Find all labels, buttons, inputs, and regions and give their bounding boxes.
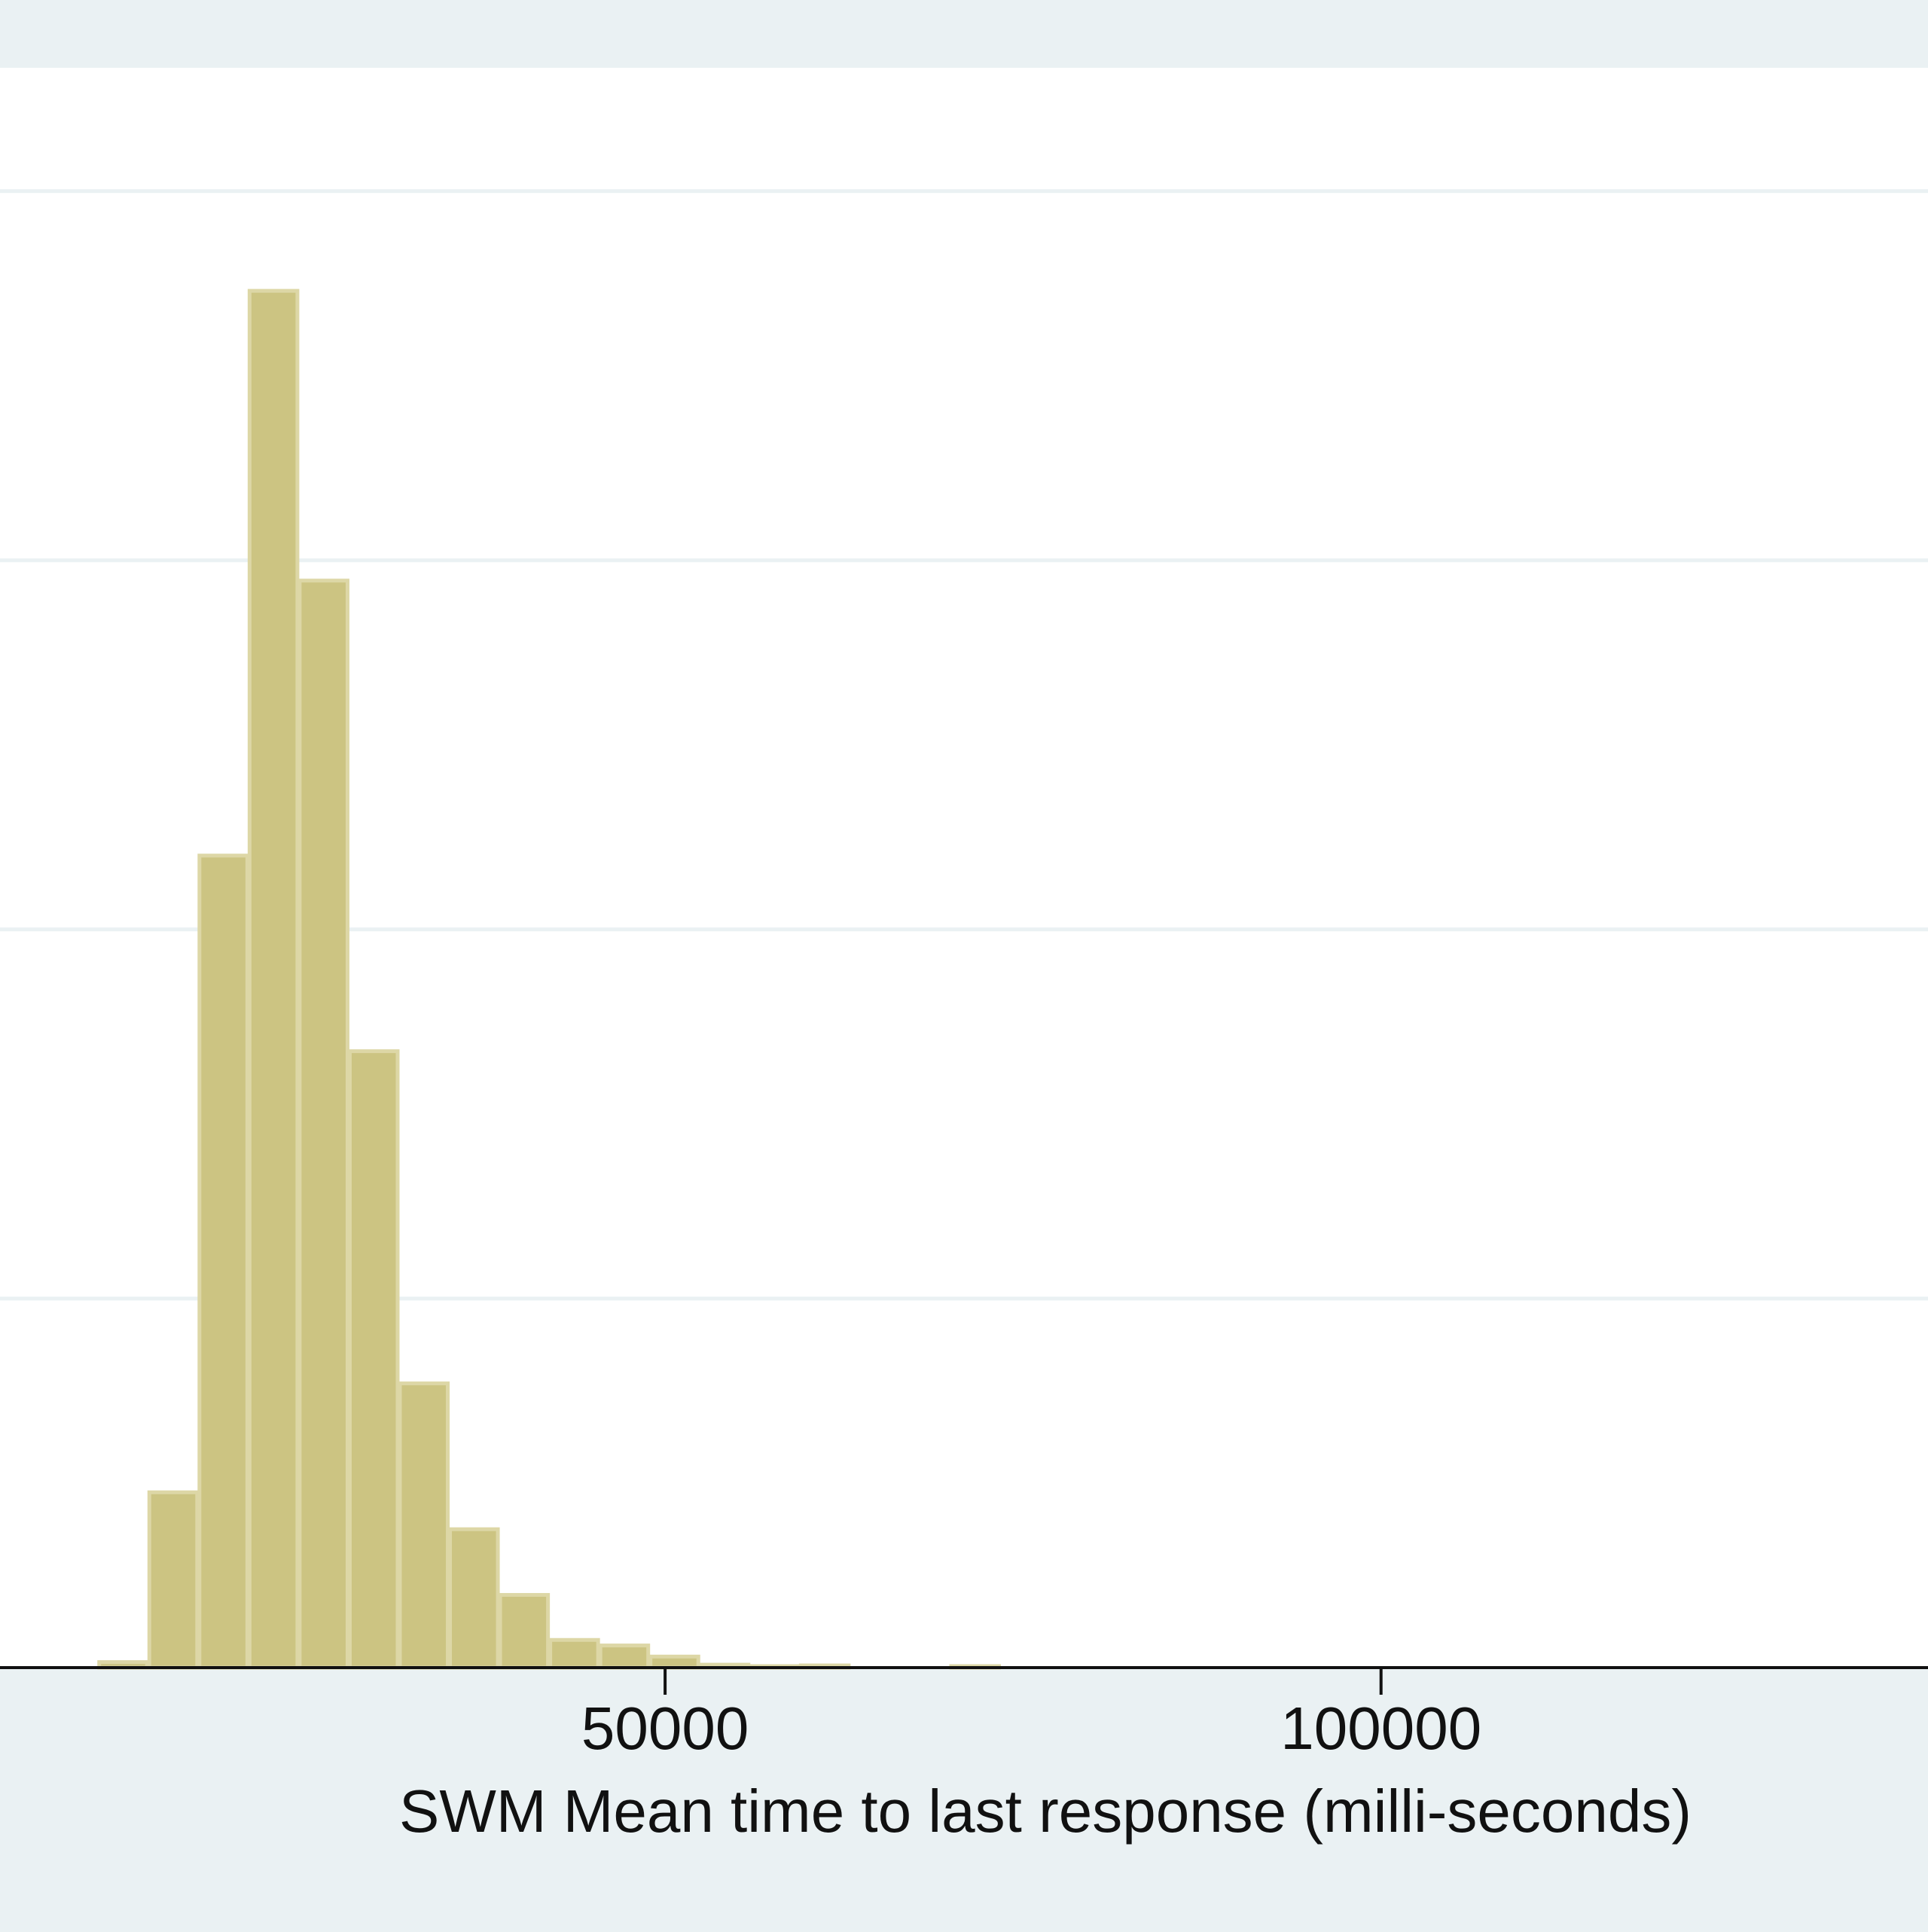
histogram-bar-11 bbox=[598, 1644, 651, 1670]
histogram-bar-10 bbox=[548, 1637, 600, 1670]
histogram-bar-12 bbox=[648, 1654, 700, 1670]
histogram-bar-9 bbox=[498, 1592, 551, 1670]
x-tick-label-1: 50000 bbox=[581, 1695, 749, 1762]
histogram-bar-6 bbox=[347, 1049, 400, 1670]
x-tick-label-2: 100000 bbox=[1280, 1695, 1481, 1762]
x-axis-title: SWM Mean time to last response (milli-se… bbox=[399, 1778, 1692, 1845]
histogram-bar-7 bbox=[398, 1381, 450, 1670]
histogram-bar-5 bbox=[297, 578, 349, 1670]
histogram-bar-3 bbox=[197, 853, 249, 1670]
histogram-bar-2 bbox=[147, 1490, 200, 1670]
x-axis-ticks: 50000 100000 bbox=[581, 1668, 1481, 1762]
histogram-bar-8 bbox=[448, 1527, 500, 1670]
histogram-bar-4 bbox=[247, 288, 300, 1670]
